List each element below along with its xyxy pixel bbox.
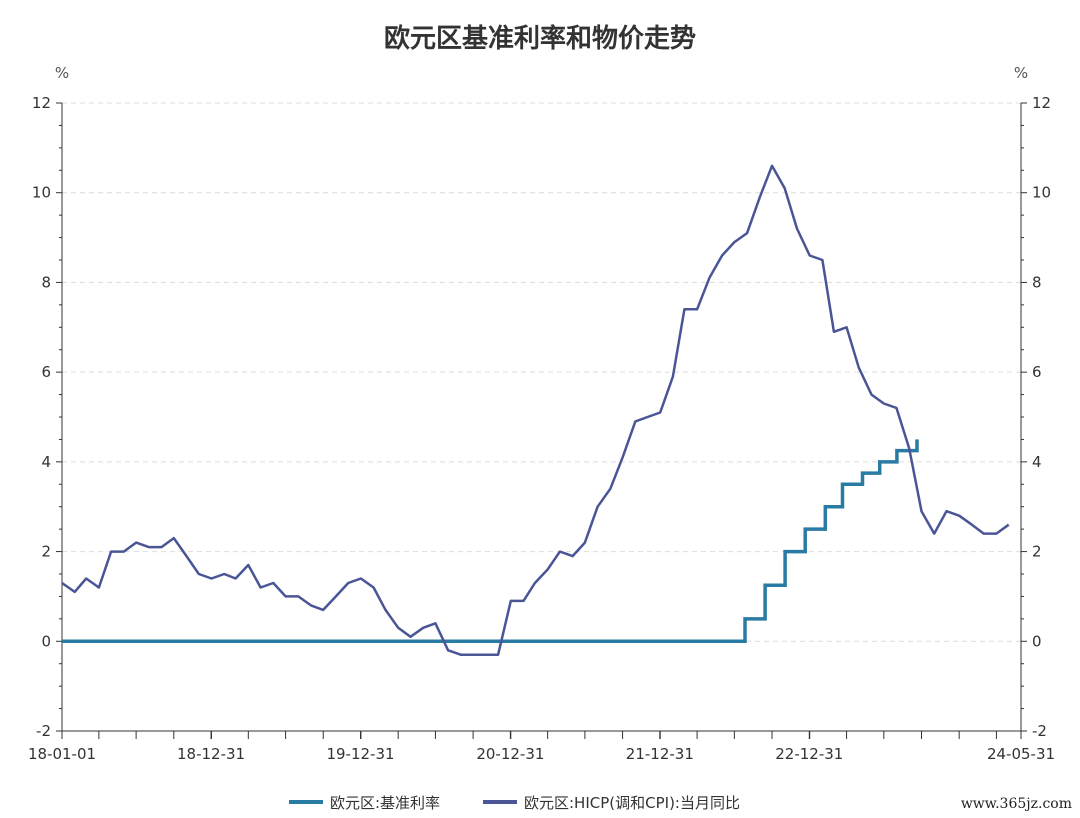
y-tick-label-left: 0 [41, 632, 51, 650]
series-line-hicp [61, 164, 1010, 656]
y-tick-label-left: -2 [36, 722, 51, 740]
y-axis-right-unit: % [1014, 64, 1028, 82]
series-line-rate [62, 439, 919, 644]
y-tick-label-left: 10 [32, 184, 51, 202]
y-tick-label-right: 2 [1032, 543, 1042, 561]
legend-item-rate[interactable]: 欧元区:基准利率 [289, 794, 440, 812]
y-tick-label-right: -2 [1032, 722, 1047, 740]
y-tick-label-left: 12 [32, 94, 51, 112]
chart-title: 欧元区基准利率和物价走势 [384, 23, 696, 54]
legend-label-rate: 欧元区:基准利率 [330, 794, 440, 812]
y-tick-label-left: 8 [41, 273, 51, 291]
x-tick-label: 22-12-31 [775, 745, 843, 763]
x-axis: 18-01-01 18-12-31 19-12-31 20-12-31 21-12-31… [28, 730, 1055, 763]
y-tick-label-right: 12 [1032, 94, 1051, 112]
y-tick-label-right: 0 [1032, 632, 1042, 650]
series-layer [61, 164, 1010, 656]
x-tick-label: 19-12-31 [326, 745, 394, 763]
y-tick-label-left: 6 [41, 363, 51, 381]
watermark-text: www.365jz.com [961, 796, 1072, 812]
grid-lines [62, 102, 1021, 642]
x-tick-label: 18-01-01 [28, 745, 96, 763]
x-tick-label: 21-12-31 [626, 745, 694, 763]
y-tick-label-right: 10 [1032, 184, 1051, 202]
y-tick-label-right: 6 [1032, 363, 1042, 381]
y-tick-label-right: 8 [1032, 273, 1042, 291]
y-axis-left-unit: % [55, 64, 69, 82]
y-tick-label-left: 2 [41, 543, 51, 561]
legend-item-hicp[interactable]: 欧元区:HICP(调和CPI):当月同比 [483, 794, 740, 812]
x-tick-label: 24-05-31 [987, 745, 1055, 763]
x-tick-label: 20-12-31 [476, 745, 544, 763]
legend-label-hicp: 欧元区:HICP(调和CPI):当月同比 [524, 794, 740, 812]
y-tick-label-right: 4 [1032, 453, 1042, 471]
y-axis-right: -2 0 2 4 6 8 10 12 [1020, 94, 1051, 740]
legend: 欧元区:基准利率 欧元区:HICP(调和CPI):当月同比 [289, 794, 740, 812]
x-tick-label: 18-12-31 [177, 745, 245, 763]
y-axis-left: -2 0 2 4 6 8 10 12 [32, 94, 63, 740]
y-tick-label-left: 4 [41, 453, 51, 471]
